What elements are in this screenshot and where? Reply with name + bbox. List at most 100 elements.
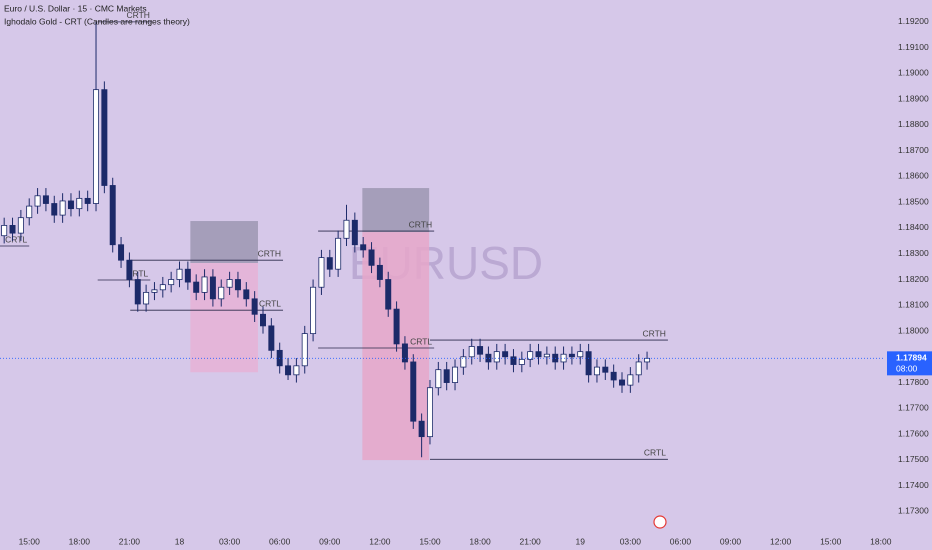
candle-body bbox=[368, 249, 375, 266]
countdown-label: 08:00 bbox=[896, 364, 918, 374]
level-label: CRTH bbox=[126, 10, 149, 20]
candle-body bbox=[418, 420, 425, 438]
y-tick-label: 1.17600 bbox=[898, 428, 929, 438]
candle-body bbox=[635, 361, 642, 376]
y-tick-label: 1.18400 bbox=[898, 222, 929, 232]
candle-body bbox=[293, 365, 300, 376]
candle-body bbox=[577, 351, 584, 358]
candle-body bbox=[318, 257, 325, 288]
chart-title: Euro / U.S. Dollar · 15 · CMC Markets bbox=[4, 3, 147, 13]
level-label: CRTH bbox=[409, 219, 432, 229]
candle-body bbox=[42, 195, 49, 204]
candle-body bbox=[285, 365, 292, 376]
candle-body bbox=[134, 279, 141, 305]
candle-body bbox=[67, 200, 74, 210]
y-tick-label: 1.17500 bbox=[898, 454, 929, 464]
x-tick-label: 12:00 bbox=[770, 536, 792, 546]
candle-body bbox=[535, 351, 542, 358]
candle-body bbox=[543, 353, 550, 358]
candle-body bbox=[209, 276, 216, 300]
candle-body bbox=[243, 289, 250, 300]
candle-body bbox=[193, 281, 200, 293]
zone bbox=[362, 188, 430, 233]
candle-body bbox=[401, 343, 408, 363]
x-tick-label: 06:00 bbox=[269, 536, 291, 546]
candle-body bbox=[351, 219, 358, 246]
candle-body bbox=[93, 89, 100, 204]
x-tick-label: 09:00 bbox=[319, 536, 341, 546]
candle-body bbox=[485, 353, 492, 363]
y-tick-label: 1.18200 bbox=[898, 274, 929, 284]
candle-body bbox=[460, 356, 467, 368]
candle-body bbox=[518, 358, 525, 365]
candle-body bbox=[560, 353, 567, 363]
y-tick-label: 1.18900 bbox=[898, 93, 929, 103]
candle-body bbox=[593, 366, 600, 376]
chart-subtitle: Ighodalo Gold - CRT (Candles are ranges … bbox=[4, 16, 190, 26]
candle-body bbox=[443, 369, 450, 383]
candle-body bbox=[619, 379, 625, 386]
candle-body bbox=[159, 284, 166, 291]
candle-body bbox=[101, 89, 108, 186]
event-icon bbox=[653, 515, 667, 529]
candle-body bbox=[260, 313, 266, 327]
candle-body bbox=[310, 286, 317, 335]
last-price-box bbox=[887, 351, 932, 376]
candle-body bbox=[627, 374, 634, 386]
candle-body bbox=[585, 351, 592, 376]
y-tick-label: 1.19000 bbox=[898, 68, 929, 78]
y-tick-label: 1.17700 bbox=[898, 403, 929, 413]
candle-body bbox=[410, 361, 417, 422]
candle-body bbox=[1, 225, 8, 237]
candle-body bbox=[218, 286, 225, 300]
candle-body bbox=[268, 325, 275, 351]
x-tick-label: 21:00 bbox=[119, 536, 141, 546]
y-tick-label: 1.18700 bbox=[898, 145, 929, 155]
candle-body bbox=[477, 346, 484, 355]
zone bbox=[362, 232, 430, 461]
candle-body bbox=[17, 217, 24, 234]
candle-body bbox=[26, 205, 33, 219]
y-tick-label: 1.19100 bbox=[898, 42, 929, 52]
y-tick-label: 1.17300 bbox=[898, 506, 929, 516]
y-tick-label: 1.18100 bbox=[898, 300, 929, 310]
candle-body bbox=[76, 197, 83, 210]
x-tick-label: 18 bbox=[175, 536, 185, 546]
candle-body bbox=[527, 351, 534, 360]
x-tick-label: 06:00 bbox=[670, 536, 692, 546]
level-label: CRTL bbox=[644, 448, 666, 458]
y-tick-label: 1.19200 bbox=[898, 16, 929, 26]
candle-body bbox=[9, 225, 16, 234]
x-tick-label: 03:00 bbox=[620, 536, 642, 546]
x-tick-label: 09:00 bbox=[720, 536, 742, 546]
candle-body bbox=[393, 308, 400, 345]
candle-body bbox=[468, 346, 475, 358]
candle-body bbox=[610, 371, 617, 381]
level-label: CRTL bbox=[259, 298, 281, 308]
level-label: CRTL bbox=[410, 336, 432, 346]
zone bbox=[190, 263, 258, 373]
last-price-label: 1.17894 bbox=[896, 353, 927, 363]
x-tick-label: 19 bbox=[576, 536, 586, 546]
candle-body bbox=[109, 185, 116, 246]
candle-body bbox=[59, 200, 66, 216]
candle-body bbox=[126, 259, 133, 280]
y-tick-label: 1.18300 bbox=[898, 248, 929, 258]
level-label: CRTH bbox=[258, 248, 281, 258]
y-tick-label: 1.18500 bbox=[898, 196, 929, 206]
candle-body bbox=[452, 366, 459, 383]
candle-body bbox=[51, 203, 58, 216]
x-tick-label: 15:00 bbox=[419, 536, 441, 546]
candle-body bbox=[143, 291, 150, 305]
candle-body bbox=[151, 289, 158, 293]
candle-body bbox=[326, 257, 333, 270]
y-tick-label: 1.18600 bbox=[898, 171, 929, 181]
candle-body bbox=[510, 356, 517, 365]
candle-body bbox=[568, 353, 575, 358]
candle-body bbox=[34, 195, 41, 207]
x-tick-label: 15:00 bbox=[820, 536, 842, 546]
candle-body bbox=[343, 219, 350, 239]
candle-body bbox=[426, 387, 433, 438]
x-tick-label: 18:00 bbox=[870, 536, 892, 546]
candle-body bbox=[360, 244, 367, 251]
